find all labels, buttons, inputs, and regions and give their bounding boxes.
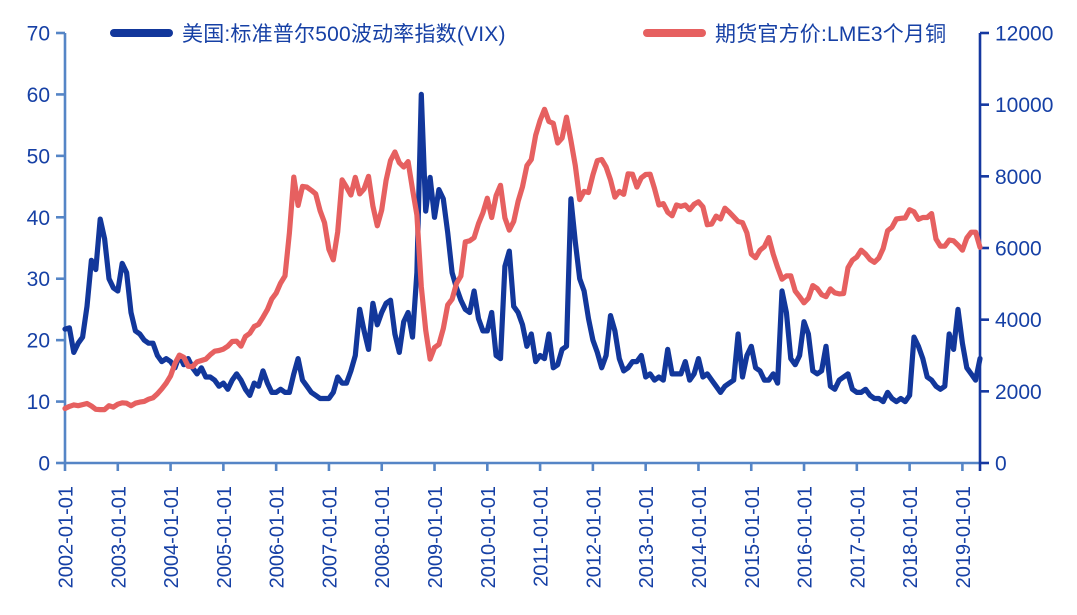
left-axis-tick-label: 60	[27, 84, 50, 107]
right-axis-tick-label: 2000	[995, 381, 1042, 404]
right-axis-tick-label: 4000	[995, 309, 1042, 332]
x-axis-tick-label: 2008-01-01	[372, 486, 394, 588]
x-axis-tick-label: 2013-01-01	[636, 486, 658, 588]
x-axis-tick-label: 2012-01-01	[583, 486, 605, 588]
legend-item-vix: 美国:标准普尔500波动率指数(VIX)	[110, 21, 506, 46]
x-axis-tick-label: 2015-01-01	[742, 486, 764, 588]
x-axis-tick-label: 2011-01-01	[531, 486, 553, 587]
vix-line-swatch	[110, 29, 173, 37]
right-axis-tick-label: 8000	[995, 166, 1042, 189]
x-axis-tick-label: 2018-01-01	[900, 486, 922, 588]
vix-series-line	[62, 91, 983, 405]
left-axis-tick-label: 70	[27, 23, 50, 46]
legend-item-copper: 期货官方价:LME3个月铜	[643, 21, 947, 46]
right-axis-tick-label: 10000	[995, 94, 1053, 117]
left-axis-tick-label: 0	[38, 453, 50, 476]
x-axis-tick-label: 2005-01-01	[214, 486, 236, 588]
vix-legend-label: 美国:标准普尔500波动率指数(VIX)	[182, 23, 506, 46]
left-axis-tick-label: 40	[27, 207, 50, 230]
x-axis-tick-label: 2004-01-01	[161, 486, 183, 588]
right-axis-tick-label: 6000	[995, 238, 1042, 261]
x-axis-tick-label: 2014-01-01	[689, 486, 711, 588]
x-axis-tick-label: 2006-01-01	[267, 486, 289, 588]
x-axis-tick-label: 2003-01-01	[108, 486, 130, 588]
x-axis-tick-label: 2007-01-01	[319, 486, 341, 588]
x-axis-tick-label: 2019-01-01	[953, 486, 975, 588]
left-axis-tick-label: 10	[27, 391, 50, 414]
x-axis-tick-label: 2010-01-01	[478, 486, 500, 588]
copper-legend-label: 期货官方价:LME3个月铜	[715, 23, 947, 46]
x-axis-tick-label: 2017-01-01	[847, 486, 869, 588]
x-axis-tick-label: 2016-01-01	[795, 486, 817, 588]
left-axis-tick-label: 50	[27, 145, 50, 168]
x-axis-tick-label: 2002-01-01	[56, 486, 78, 588]
right-axis-tick-label: 0	[995, 453, 1007, 476]
x-axis-tick-label: 2009-01-01	[425, 486, 447, 588]
copper-line-swatch	[643, 29, 706, 37]
right-axis-tick-label: 12000	[995, 23, 1053, 46]
left-axis-tick-label: 30	[27, 268, 50, 291]
left-axis-tick-label: 20	[27, 330, 50, 353]
copper-series-line	[62, 106, 983, 413]
